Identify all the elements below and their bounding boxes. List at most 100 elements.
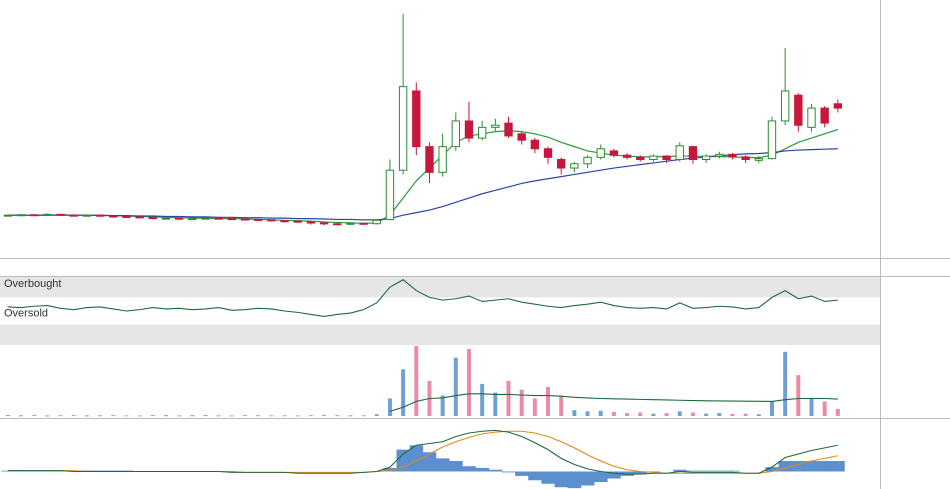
candle-body <box>346 222 355 225</box>
candle-body <box>504 122 513 137</box>
volume-bar <box>256 415 261 417</box>
macd-histogram-bar <box>475 468 490 472</box>
volume-bar <box>335 415 340 417</box>
macd-histogram-bar <box>673 469 687 472</box>
candle-body <box>188 218 197 221</box>
candle-body <box>675 145 684 160</box>
candle-body <box>135 216 144 219</box>
candle-body <box>767 120 777 160</box>
moving-average-line <box>7 148 838 221</box>
volume-bar <box>585 411 590 416</box>
candle-body <box>609 150 619 156</box>
volume-bar <box>229 415 234 417</box>
volume-bar <box>401 369 406 416</box>
macd-histogram-bar <box>436 458 450 472</box>
macd-histogram-bar <box>567 471 582 489</box>
candle-body <box>293 220 302 223</box>
volume-bar <box>164 415 168 417</box>
volume-bar <box>387 398 392 416</box>
macd-histogram-bar <box>580 471 595 486</box>
candle-body <box>794 94 803 126</box>
candle-body <box>649 155 658 160</box>
candle-body <box>636 156 645 160</box>
volume-bar <box>809 398 814 416</box>
rsi-band <box>0 324 880 345</box>
volume-bar <box>756 414 761 416</box>
candle-body <box>451 120 460 148</box>
candle-body <box>412 90 421 148</box>
candle-body <box>3 214 13 217</box>
candle-body <box>372 219 381 225</box>
volume-bar <box>374 414 379 416</box>
candle-body <box>596 148 605 158</box>
volume-bar <box>71 415 76 417</box>
candle-body <box>56 213 65 216</box>
volume-bar <box>98 415 103 417</box>
volume-bar <box>124 415 129 417</box>
candle-body <box>306 221 316 224</box>
macd-histogram-bar <box>528 471 542 481</box>
volume-bar <box>348 415 353 417</box>
candle-body <box>214 217 223 220</box>
macd-histogram-bar <box>791 461 806 472</box>
volume-bar <box>651 413 656 416</box>
candle-body <box>477 126 487 139</box>
volume-bar <box>84 415 89 417</box>
volume-bar <box>677 411 682 416</box>
candle-body <box>240 218 250 221</box>
candle-body <box>254 218 263 221</box>
macd-histogram-bar <box>818 461 832 472</box>
volume-bar <box>704 413 709 416</box>
volume-bar <box>414 346 419 416</box>
candle-body <box>557 158 566 169</box>
macd-histogram-bar <box>462 466 476 472</box>
volume-bar <box>717 413 722 416</box>
macd-histogram-bar <box>488 469 503 472</box>
volume-bar <box>572 410 577 416</box>
volume-bar <box>783 351 788 416</box>
volume-bar <box>269 415 274 417</box>
volume-bar <box>58 415 63 417</box>
macd-histogram-bar <box>409 445 424 472</box>
volume-bar <box>150 415 155 417</box>
candle-body <box>319 222 329 225</box>
volume-bar <box>532 398 537 416</box>
candle-body <box>227 218 237 221</box>
volume-bar <box>322 415 327 417</box>
candle-body <box>385 169 395 220</box>
macd-histogram-bar <box>607 471 621 479</box>
macd-histogram-bar <box>712 470 727 472</box>
volume-bar <box>546 386 550 416</box>
background-layer <box>0 277 880 345</box>
macd-histogram-bar <box>501 471 516 473</box>
volume-bar <box>822 401 827 416</box>
macd-histogram-bar <box>765 467 779 472</box>
candle-body <box>95 214 105 217</box>
candle-body <box>280 220 289 223</box>
volume-bar <box>664 413 669 416</box>
macd-histogram-bar <box>778 461 793 472</box>
volume-bar <box>203 415 208 417</box>
band-label: Overbought <box>4 278 61 290</box>
volume-bar <box>243 415 248 417</box>
macd-histogram-bar <box>383 468 397 472</box>
candle-body <box>333 223 342 226</box>
candle-body <box>122 215 131 218</box>
candle-body <box>267 219 276 222</box>
macd-histogram-bar <box>554 471 569 488</box>
candle-body <box>359 222 368 225</box>
macd-histogram-bar <box>831 461 845 472</box>
candle-body <box>807 107 816 128</box>
volume-bar <box>638 412 643 416</box>
macd-histogram-bar <box>633 471 648 475</box>
band-label: Oversold <box>4 308 48 320</box>
macd-histogram-bar <box>422 452 437 472</box>
volume-bar <box>467 348 471 416</box>
candle-body <box>833 103 843 109</box>
volume-bar <box>559 395 564 416</box>
macd-line <box>7 429 838 475</box>
candle-body <box>148 216 158 220</box>
